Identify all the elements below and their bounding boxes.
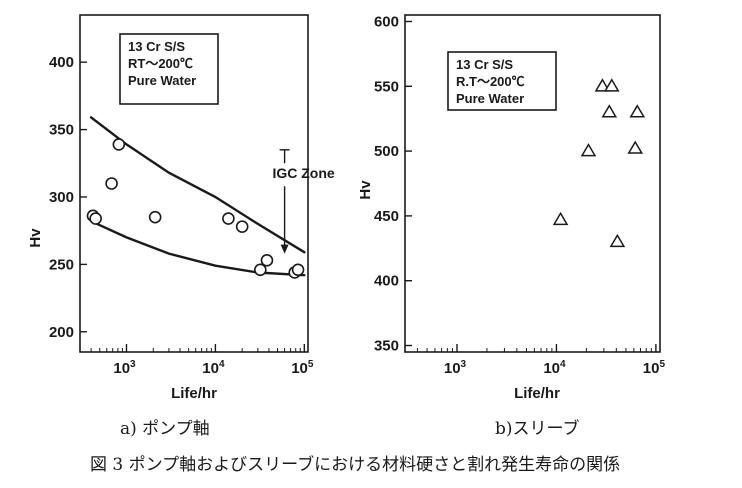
x-tick-label: 103 (113, 359, 136, 377)
y-axis-label: Hv (357, 180, 374, 200)
lower-trend-curve (89, 220, 306, 277)
y-tick-label: 250 (49, 256, 74, 273)
x-tick-label: 105 (643, 359, 666, 377)
figure-caption: 図 3 ポンプ軸およびスリーブにおける材料硬さと割れ発生寿命の関係 (90, 454, 620, 475)
data-point (603, 78, 620, 92)
y-tick-label: 550 (374, 78, 399, 95)
condition-box (447, 51, 557, 111)
y-tick-label: 500 (374, 143, 399, 160)
condition-text: Pure Water (128, 73, 196, 88)
x-axis-label: Life/hr (171, 385, 217, 402)
x-tick-label: 104 (543, 359, 566, 377)
x-tick-label: 103 (444, 359, 467, 377)
y-tick-label: 600 (374, 13, 399, 30)
data-point (291, 263, 305, 277)
x-tick-label: 105 (291, 359, 314, 377)
chart-a: 200 250 300 350 400 103 104 105 Life/hr Hv a) ポンプ軸… (27, 14, 335, 439)
data-point (105, 177, 118, 190)
data-point (580, 143, 597, 157)
igc-zone-label: IGC Zone (272, 165, 334, 181)
y-tick-label: 300 (49, 189, 74, 206)
y-tick-label: 450 (374, 208, 399, 225)
panel-subtitle: b)スリーブ (495, 418, 580, 439)
condition-text: Pure Water (456, 91, 524, 106)
panel-subtitle: a) ポンプ軸 (120, 419, 210, 439)
data-point (260, 254, 274, 267)
x-axis-label: Life/hr (514, 385, 560, 402)
plot-frame (79, 14, 309, 353)
condition-text: 13 Cr S/S (456, 57, 513, 72)
upper-trend-curve (89, 116, 306, 254)
condition-text: RT～200℃ (128, 56, 193, 71)
y-tick-label: 350 (49, 122, 74, 139)
data-point (222, 212, 235, 225)
y-tick-label: 400 (49, 54, 74, 71)
igc-arrow-head (280, 244, 289, 254)
y-tick-label: 400 (374, 273, 399, 290)
data-point (629, 104, 646, 118)
y-axis-label: Hv (27, 228, 44, 248)
data-point (609, 233, 626, 248)
y-tick-label: 350 (374, 338, 399, 355)
data-point (601, 104, 618, 118)
data-point (594, 78, 611, 92)
condition-text: R.T～200℃ (456, 74, 525, 89)
data-point (112, 138, 126, 151)
x-tick-label: 104 (202, 359, 225, 377)
chart-b: 350 400 450 500 550 600 103 104 105 Life/hr Hv b)スリ… (357, 13, 665, 439)
plot-frame (404, 14, 661, 353)
data-point (235, 220, 249, 233)
data-point (627, 140, 644, 154)
data-point (89, 212, 102, 225)
data-point (552, 211, 569, 226)
condition-text: 13 Cr S/S (128, 39, 185, 54)
data-point (254, 263, 267, 277)
condition-box (119, 33, 219, 105)
data-point (148, 210, 162, 224)
y-tick-label: 200 (49, 324, 74, 341)
